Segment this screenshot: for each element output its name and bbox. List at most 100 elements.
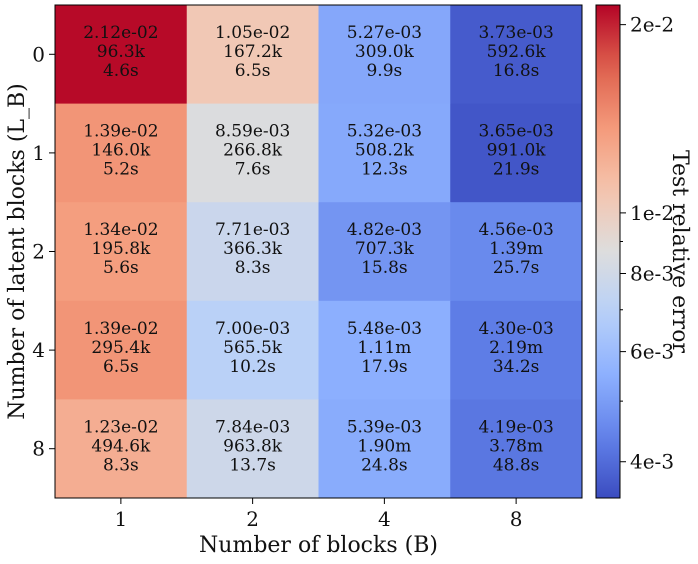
cell-error-label: 3.65e-03 [478, 122, 553, 142]
y-tick-label: 2 [32, 240, 45, 264]
y-axis-label: Number of latent blocks (L_B) [5, 83, 30, 420]
cell-error-label: 4.30e-03 [478, 319, 553, 339]
cell-error-label: 7.00e-03 [215, 319, 290, 339]
cell-error-label: 4.19e-03 [478, 417, 553, 437]
cell-params-label: 167.2k [223, 42, 283, 62]
heatmap-cell [55, 300, 188, 400]
cell-time-label: 24.8s [361, 455, 408, 475]
cell-params-label: 1.90m [357, 436, 411, 456]
heatmap-cell [186, 300, 319, 400]
colorbar-ticks: 2e-2 1e-2 8e-3 6e-3 4e-3 [620, 13, 674, 474]
cell-time-label: 17.9s [361, 357, 408, 377]
cell-time-label: 21.9s [493, 160, 540, 180]
heatmap-cell [55, 103, 188, 203]
cell-params-label: 991.0k [487, 141, 547, 161]
cell-params-label: 2.19m [489, 338, 543, 358]
heatmap-cell [186, 5, 319, 105]
heatmap-cell [318, 399, 451, 499]
cell-params-label: 494.6k [91, 436, 151, 456]
cell-time-label: 5.6s [103, 258, 139, 278]
cell-params-label: 309.0k [355, 42, 415, 62]
cell-params-label: 3.78m [489, 436, 543, 456]
colorbar-tick-label: 8e-3 [630, 261, 674, 285]
cell-error-label: 5.39e-03 [347, 417, 422, 437]
cell-params-label: 146.0k [91, 141, 151, 161]
heatmap-cell [450, 300, 583, 400]
cell-time-label: 8.3s [235, 258, 271, 278]
x-tick-label: 2 [246, 507, 259, 531]
cell-time-label: 13.7s [229, 455, 276, 475]
cell-time-label: 48.8s [493, 455, 540, 475]
cell-error-label: 8.59e-03 [215, 122, 290, 142]
cell-params-label: 592.6k [487, 42, 547, 62]
colorbar-tick-label: 2e-2 [630, 13, 674, 37]
cell-error-label: 1.39e-02 [83, 319, 158, 339]
heatmap-cell [450, 202, 583, 302]
colorbar-tick-label: 1e-2 [630, 201, 674, 225]
colorbar-tick-label: 6e-3 [630, 340, 674, 364]
heatmap-cell [186, 399, 319, 499]
colorbar [595, 4, 621, 499]
cell-time-label: 10.2s [229, 357, 276, 377]
x-tick-label: 4 [378, 507, 391, 531]
heatmap-cell [318, 5, 451, 105]
heatmap-cell [450, 103, 583, 203]
cell-params-label: 266.8k [223, 141, 283, 161]
cell-params-label: 963.8k [223, 436, 283, 456]
cell-error-label: 2.12e-02 [83, 23, 158, 43]
y-axis-ticks: 0 1 2 4 8 [32, 42, 55, 461]
cell-time-label: 25.7s [493, 258, 540, 278]
y-tick-label: 8 [32, 437, 45, 461]
y-tick-label: 0 [32, 42, 45, 66]
cell-time-label: 4.6s [103, 61, 139, 81]
cell-params-label: 565.5k [223, 338, 283, 358]
heatmap-cell [55, 202, 188, 302]
heatmap-cell [318, 202, 451, 302]
cell-error-label: 1.05e-02 [215, 23, 290, 43]
cell-params-label: 1.11m [357, 338, 411, 358]
colorbar-label: Test relative error [667, 150, 692, 353]
x-axis-label: Number of blocks (B) [199, 533, 438, 558]
cell-error-label: 5.27e-03 [347, 23, 422, 43]
x-tick-label: 1 [115, 507, 128, 531]
cell-error-label: 4.82e-03 [347, 220, 422, 240]
cell-time-label: 6.5s [235, 61, 271, 81]
y-tick-label: 4 [32, 338, 45, 362]
cell-error-label: 1.34e-02 [83, 220, 158, 240]
cell-time-label: 16.8s [493, 61, 540, 81]
cell-error-label: 7.71e-03 [215, 220, 290, 240]
heatmap-cell [55, 5, 188, 105]
cell-params-label: 508.2k [355, 141, 415, 161]
heatmap-cell [186, 202, 319, 302]
cell-params-label: 707.3k [355, 239, 415, 259]
heatmap-cell [318, 300, 451, 400]
cell-time-label: 8.3s [103, 455, 139, 475]
cell-time-label: 34.2s [493, 357, 540, 377]
heatmap-cell [318, 103, 451, 203]
cell-error-label: 3.73e-03 [478, 23, 553, 43]
heatmap-cell [450, 399, 583, 499]
heatmap-cell [55, 399, 188, 499]
x-axis-ticks: 1 2 4 8 [115, 498, 523, 531]
colorbar-tick-label: 4e-3 [630, 450, 674, 474]
cell-params-label: 96.3k [97, 42, 146, 62]
cell-time-label: 12.3s [361, 160, 408, 180]
cell-error-label: 1.39e-02 [83, 122, 158, 142]
cell-params-label: 1.39m [489, 239, 543, 259]
cell-error-label: 7.84e-03 [215, 417, 290, 437]
cell-error-label: 5.32e-03 [347, 122, 422, 142]
cell-time-label: 9.9s [366, 61, 402, 81]
heatmap-cell [186, 103, 319, 203]
cell-error-label: 5.48e-03 [347, 319, 422, 339]
cell-params-label: 295.4k [91, 338, 151, 358]
cell-time-label: 15.8s [361, 258, 408, 278]
cell-params-label: 366.3k [223, 239, 283, 259]
x-tick-label: 8 [510, 507, 523, 531]
y-tick-label: 1 [32, 141, 45, 165]
cell-params-label: 195.8k [91, 239, 151, 259]
cell-error-label: 1.23e-02 [83, 417, 158, 437]
cell-time-label: 5.2s [103, 160, 139, 180]
cell-time-label: 7.6s [235, 160, 271, 180]
cell-error-label: 4.56e-03 [478, 220, 553, 240]
